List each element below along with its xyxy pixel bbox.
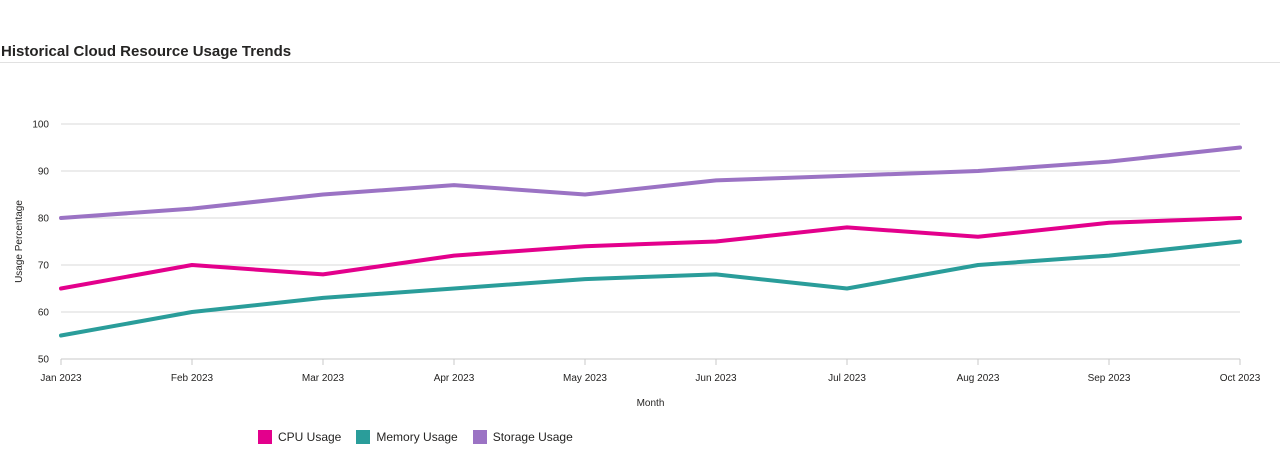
x-axis-title: Month [637, 398, 665, 409]
y-tick-label: 70 [38, 261, 50, 272]
legend-item[interactable]: Storage Usage [472, 430, 573, 444]
y-axis: 50 60 70 80 90 100 [32, 120, 49, 366]
x-tick-label: Oct 2023 [1220, 373, 1261, 384]
series-line-storage-usage[interactable] [59, 145, 1242, 220]
series-line-cpu-usage[interactable] [59, 216, 1242, 291]
y-tick-label: 60 [38, 308, 50, 319]
legend-label: CPU Usage [278, 430, 342, 444]
y-tick-label: 80 [38, 214, 50, 225]
chart-header: Historical Cloud Resource Usage Trends [0, 0, 1280, 63]
legend-label: Memory Usage [376, 430, 458, 444]
legend-label: Storage Usage [492, 430, 573, 444]
y-tick-label: 100 [32, 120, 49, 131]
chart-title: Historical Cloud Resource Usage Trends [1, 43, 292, 60]
y-axis-title: Usage Percentage [14, 200, 25, 283]
legend-swatch [258, 430, 272, 444]
legend-swatch [472, 430, 487, 444]
y-tick-label: 50 [38, 355, 50, 366]
series-lines [59, 145, 1242, 338]
series-line-memory-usage[interactable] [59, 239, 1242, 338]
x-tick-label: May 2023 [563, 373, 607, 384]
legend: CPU Usage Memory Usage Storage Usage [258, 430, 573, 444]
x-tick-label: Jan 2023 [40, 373, 82, 384]
x-tick-label: Aug 2023 [957, 373, 1000, 384]
grid-lines [61, 123, 1240, 360]
x-axis: Jan 2023 Feb 2023 Mar 2023 Apr 2023 May 2023… [40, 359, 1261, 384]
y-tick-label: 90 [38, 167, 50, 178]
legend-swatch [356, 430, 371, 444]
x-tick-label: Mar 2023 [302, 373, 345, 384]
x-tick-label: Jun 2023 [695, 373, 737, 384]
x-tick-label: Feb 2023 [171, 373, 214, 384]
legend-item[interactable]: Memory Usage [356, 430, 458, 444]
x-tick-label: Sep 2023 [1088, 373, 1131, 384]
x-tick-label: Jul 2023 [828, 373, 866, 384]
legend-item[interactable]: CPU Usage [258, 430, 341, 444]
x-tick-label: Apr 2023 [434, 373, 475, 384]
